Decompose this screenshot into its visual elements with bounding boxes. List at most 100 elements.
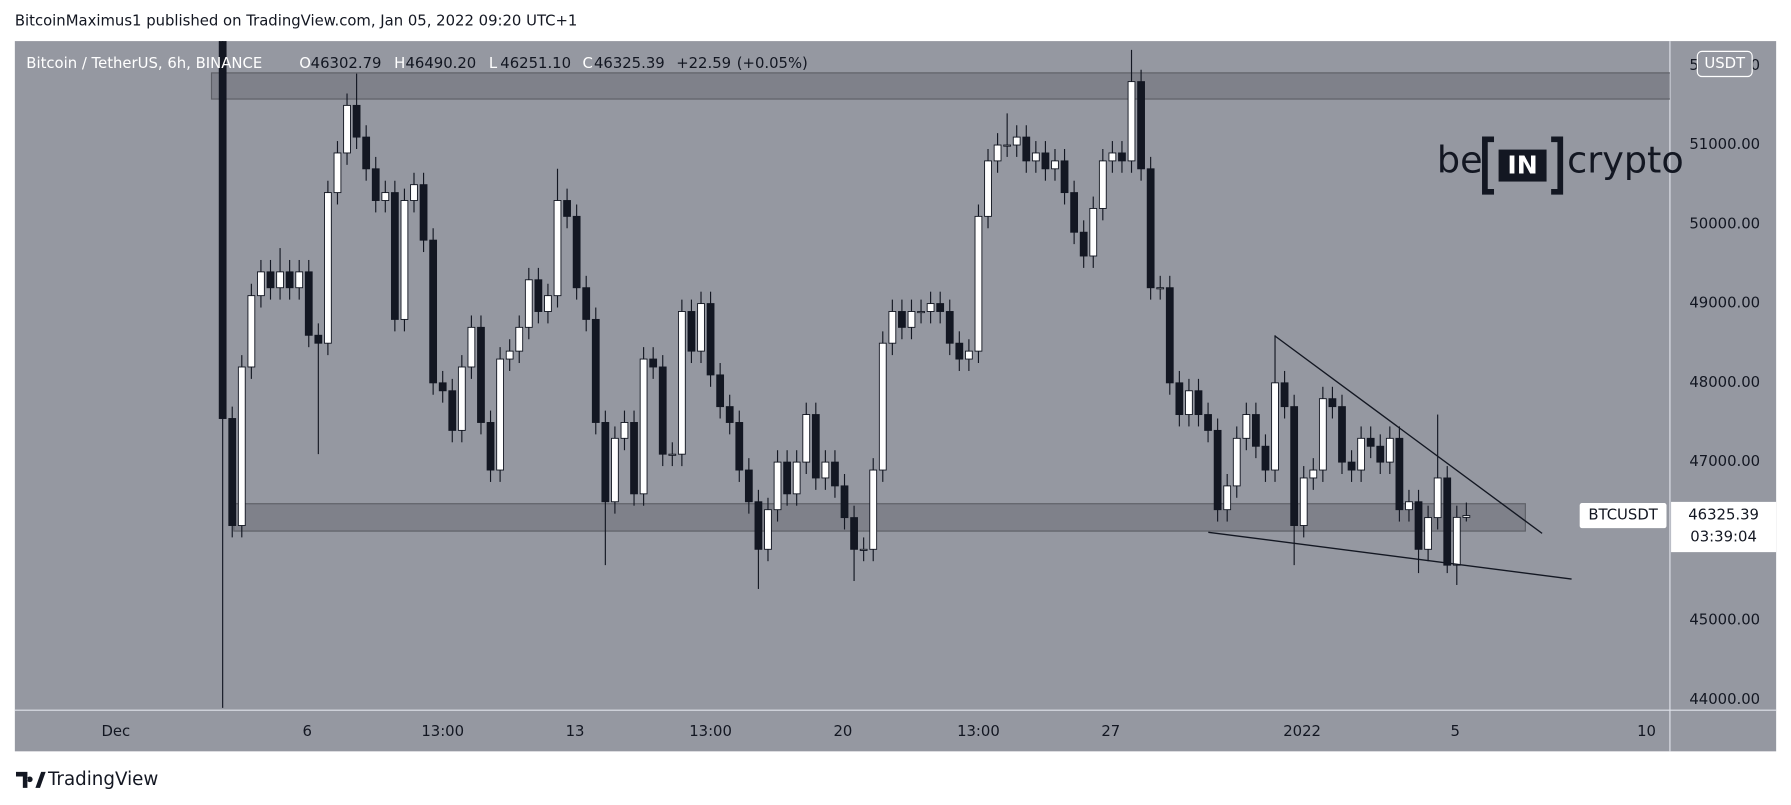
last-price: 46325.39: [1688, 507, 1759, 524]
watermark-box: [1498, 149, 1547, 182]
candle-body: [1299, 477, 1308, 526]
candle-body: [1204, 414, 1212, 431]
candle-body: [1041, 152, 1050, 170]
candle-body: [1232, 437, 1241, 487]
candle-body: [419, 184, 428, 241]
candle-body: [582, 287, 591, 320]
x-tick-label: 13:00: [957, 723, 1000, 740]
x-tick-label: 6: [302, 723, 311, 740]
candle-body: [333, 152, 342, 194]
candle-body: [611, 437, 619, 503]
candle-body: [1385, 437, 1394, 463]
watermark-left: be: [1437, 139, 1483, 182]
price-badge: [1671, 501, 1777, 553]
candle-body: [974, 215, 983, 352]
candle-body: [1098, 160, 1107, 209]
candle-body: [677, 311, 686, 455]
candle-body: [859, 548, 868, 551]
x-tick-label: 13:00: [421, 723, 464, 740]
y-tick-label: 44000.00: [1689, 691, 1760, 708]
candle-body: [247, 295, 256, 368]
candle-body: [1242, 414, 1251, 439]
ohlc-value: 46251.10: [500, 55, 571, 72]
x-tick-label: 20: [833, 723, 852, 740]
change-percent: (+0.05%): [737, 55, 808, 72]
candle-body: [1395, 437, 1404, 511]
candle-body: [352, 104, 361, 138]
footer-brand: TradingView: [47, 769, 158, 790]
candle-body: [888, 311, 897, 344]
x-tick-label: 13: [566, 723, 585, 740]
ohlc-key: C: [583, 55, 593, 72]
candle-body: [716, 374, 725, 408]
ohlc-value: 46325.39: [594, 55, 665, 72]
candle-body: [744, 469, 753, 503]
candle-body: [1376, 445, 1385, 463]
candle-body: [658, 366, 667, 455]
candle-body: [371, 168, 380, 201]
candle-body: [553, 200, 562, 297]
candle-body: [936, 303, 945, 312]
y-tick-label: 47000.00: [1689, 453, 1760, 470]
candle-body: [276, 271, 284, 289]
candle-body: [754, 501, 763, 550]
candle-body: [620, 422, 629, 439]
symbol-title: Bitcoin / TetherUS, 6h, BINANCE: [26, 55, 262, 72]
trendline: [1274, 335, 1543, 534]
candle-body: [1127, 81, 1136, 162]
candle-body: [572, 215, 581, 289]
candle-body: [1280, 382, 1289, 408]
candle-body: [534, 279, 543, 312]
watermark-boxed: IN: [1507, 151, 1537, 180]
ohlc-key: H: [394, 55, 405, 72]
candle-body: [735, 422, 744, 471]
candle-body: [1012, 136, 1021, 146]
candle-body: [1146, 168, 1155, 289]
candle-body: [496, 358, 504, 471]
x-tick-label: 13:00: [689, 723, 732, 740]
y-tick-label: 48000.00: [1689, 374, 1760, 391]
candle-body: [1414, 501, 1423, 550]
y-tick-label: 51000.00: [1689, 136, 1760, 153]
candle-body: [467, 326, 476, 368]
axes: 44000.0045000.0046000.0047000.0048000.00…: [101, 57, 1760, 740]
x-tick-label: 5: [1450, 723, 1459, 740]
candle-body: [515, 326, 524, 352]
candle-body: [1433, 477, 1442, 519]
candle-body: [390, 192, 399, 320]
candle-body: [1357, 437, 1366, 471]
ohlc-key: L: [489, 55, 498, 72]
candle-body: [668, 453, 677, 456]
candle-body: [773, 461, 782, 511]
candle-body: [898, 311, 906, 328]
unit-badge[interactable]: [1696, 50, 1753, 78]
candle-body: [486, 422, 495, 471]
x-tick-label: 10: [1637, 723, 1656, 740]
candle-body: [1060, 160, 1069, 194]
y-tick-label: 50000.00: [1689, 215, 1760, 232]
price-zone: [233, 503, 1526, 532]
candle-body: [1462, 515, 1471, 518]
candle-body: [1079, 231, 1088, 257]
x-tick-label: 27: [1101, 723, 1120, 740]
candle-body: [706, 303, 715, 376]
candle-body: [1443, 477, 1452, 566]
candle-body: [1156, 287, 1165, 290]
published-line: BitcoinMaximus1 published on TradingView…: [15, 13, 578, 30]
candle-body: [237, 366, 246, 526]
candle-body: [1318, 398, 1327, 471]
candle-body: [505, 350, 514, 360]
candle-body: [314, 334, 323, 344]
candle-body: [840, 485, 849, 519]
candle-body: [295, 271, 304, 289]
candle-body: [1213, 429, 1222, 511]
price-zone: [210, 72, 1670, 100]
candle-body: [1089, 207, 1098, 257]
countdown: 03:39:04: [1690, 528, 1757, 545]
watermark-right: crypto: [1567, 139, 1684, 182]
ohlc-value: 46302.79: [311, 55, 382, 72]
candle-body: [1338, 406, 1346, 463]
candle-body: [639, 358, 648, 495]
